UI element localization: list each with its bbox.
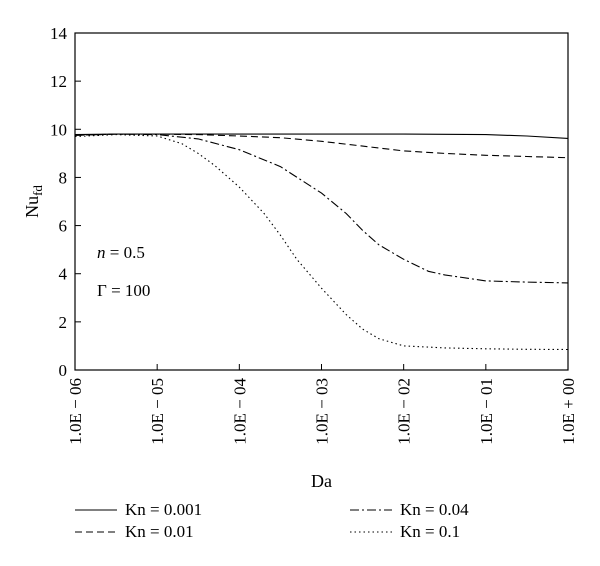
y-axis: 0 2 4 6 8 10 12 14: [50, 24, 81, 380]
annotation-n-symbol: n: [97, 243, 106, 262]
y-axis-title-main: Nu: [22, 196, 42, 218]
y-axis-title-subscript: fd: [30, 185, 45, 196]
legend-label-3: Kn = 0.04: [400, 500, 469, 519]
x-tick-label-5: 1.0E − 01: [477, 378, 496, 445]
y-tick-label-2: 2: [59, 313, 68, 332]
annotation-n-value: = 0.5: [106, 243, 145, 262]
legend: Kn = 0.001 Kn = 0.01 Kn = 0.04 Kn = 0.1: [75, 500, 469, 541]
y-tick-label-8: 8: [59, 168, 68, 187]
series-line-4: [74, 134, 569, 351]
y-tick-label-14: 14: [50, 24, 68, 43]
legend-label-2: Kn = 0.01: [125, 522, 194, 541]
x-tick-label-0: 1.0E − 06: [66, 378, 85, 445]
y-tick-label-4: 4: [59, 265, 68, 284]
x-tick-label-3: 1.0E − 03: [313, 378, 332, 445]
y-tick-label-12: 12: [50, 72, 67, 91]
legend-label-1: Kn = 0.001: [125, 500, 202, 519]
x-axis-title: Da: [311, 471, 332, 491]
y-tick-label-6: 6: [59, 217, 68, 236]
plot-frame: [74, 32, 569, 371]
x-axis: 1.0E − 06 1.0E − 05 1.0E − 04 1.0E − 03 1.0E…: [66, 364, 578, 445]
series-line-3: [74, 133, 569, 284]
y-axis-title: Nufd: [22, 185, 45, 218]
y-tick-label-0: 0: [59, 361, 68, 380]
annotation-n: n = 0.5: [97, 243, 145, 262]
x-tick-label-4: 1.0E − 02: [395, 378, 414, 445]
y-tick-label-10: 10: [50, 120, 67, 139]
series-line-2: [74, 133, 569, 159]
x-tick-label-1: 1.0E − 05: [148, 378, 167, 445]
x-tick-label-2: 1.0E − 04: [230, 378, 249, 445]
legend-label-4: Kn = 0.1: [400, 522, 460, 541]
annotation-gamma: Γ = 100: [97, 281, 150, 300]
x-tick-label-6: 1.0E + 00: [559, 378, 578, 445]
plot-area: [74, 32, 569, 371]
